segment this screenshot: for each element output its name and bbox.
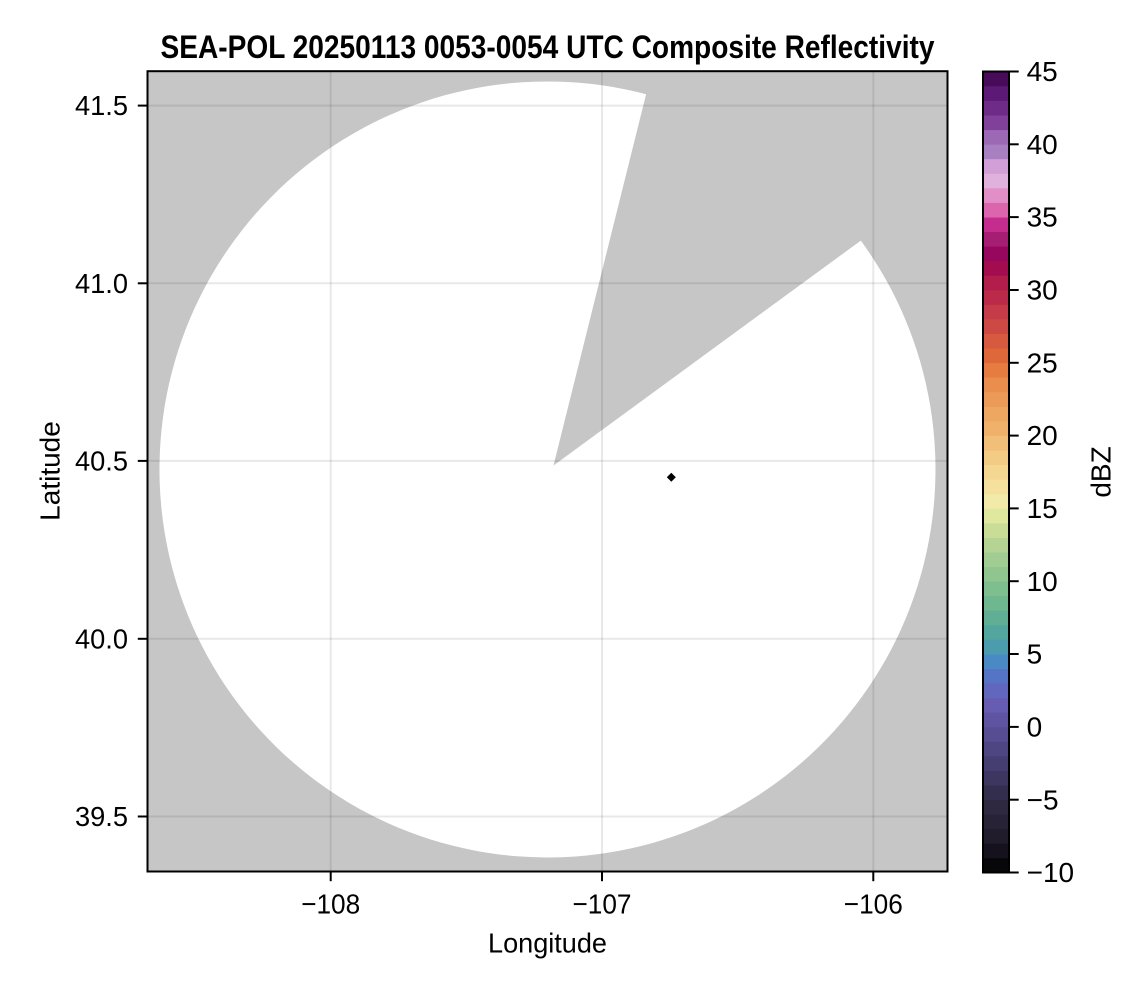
svg-text:−108: −108 [301,889,360,920]
svg-text:5: 5 [1027,639,1043,670]
svg-text:45: 45 [1027,56,1058,87]
svg-text:35: 35 [1027,202,1058,233]
svg-text:Latitude: Latitude [35,421,66,521]
svg-text:−5: −5 [1027,784,1059,815]
svg-text:Longitude: Longitude [488,928,607,959]
svg-text:−107: −107 [573,889,632,920]
svg-text:20: 20 [1027,420,1058,451]
svg-text:40: 40 [1027,129,1058,160]
svg-text:15: 15 [1027,493,1058,524]
svg-text:10: 10 [1027,566,1058,597]
svg-text:30: 30 [1027,275,1058,306]
svg-text:25: 25 [1027,347,1058,378]
svg-text:41.5: 41.5 [75,90,128,121]
svg-text:39.5: 39.5 [75,801,128,832]
svg-text:0: 0 [1027,712,1043,743]
svg-text:dBZ: dBZ [1086,446,1117,497]
svg-text:40.0: 40.0 [75,623,128,654]
svg-text:41.0: 41.0 [75,268,128,299]
svg-text:−106: −106 [844,889,903,920]
svg-text:SEA-POL 20250113 0053-0054 UTC: SEA-POL 20250113 0053-0054 UTC Composite… [161,29,935,65]
svg-text:40.5: 40.5 [75,446,128,477]
svg-text:−10: −10 [1027,857,1075,888]
